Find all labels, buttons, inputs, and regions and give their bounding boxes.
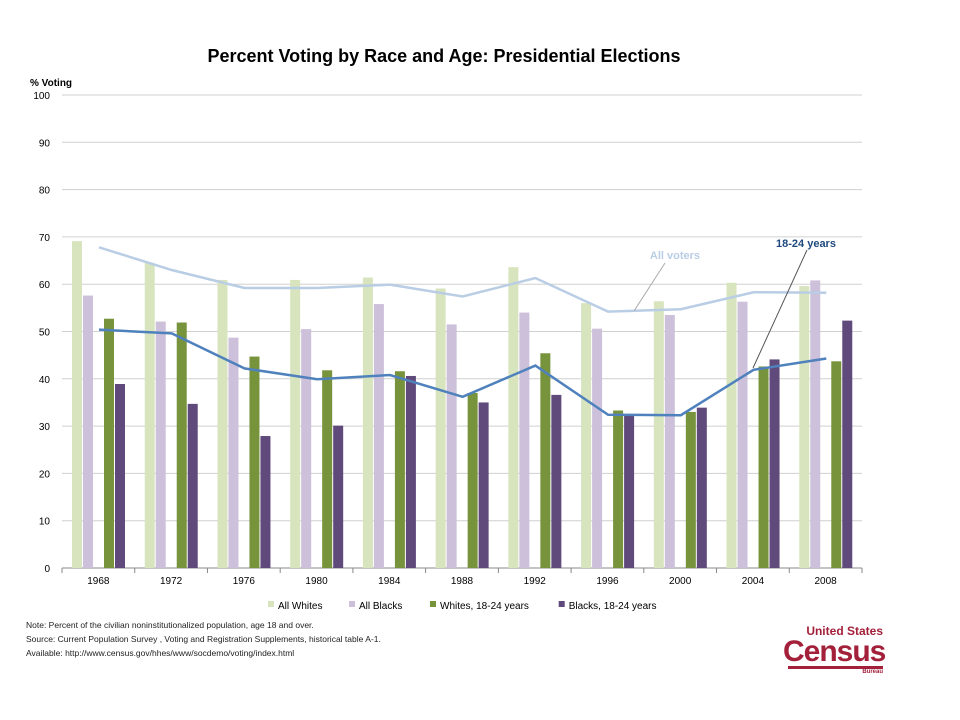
y-tick-label: 0 xyxy=(44,564,50,575)
x-tick-label: 1988 xyxy=(451,576,474,587)
y-tick-label: 30 xyxy=(39,422,51,433)
bar-all-blacks xyxy=(519,312,530,568)
bar-all-whites xyxy=(217,279,228,568)
legend-label: All Blacks xyxy=(359,601,402,612)
bar-blacks-18-24-years xyxy=(551,394,562,568)
bar-blacks-18-24-years xyxy=(842,320,853,568)
bar-whites-18-24-years xyxy=(758,366,769,568)
bar-whites-18-24-years xyxy=(394,371,405,568)
bar-all-blacks xyxy=(664,314,675,568)
y-tick-label: 20 xyxy=(39,469,51,480)
y-tick-label: 100 xyxy=(33,91,50,102)
x-tick-label: 2000 xyxy=(669,576,692,587)
bar-all-whites xyxy=(726,282,737,568)
bar-all-blacks xyxy=(810,280,821,568)
bar-blacks-18-24-years xyxy=(478,402,489,568)
line-all-voters xyxy=(98,246,827,313)
legend-swatch xyxy=(430,601,436,607)
legend-label: Whites, 18-24 years xyxy=(440,601,529,612)
bar-blacks-18-24-years xyxy=(115,384,125,568)
annotation-all-voters: All voters xyxy=(650,250,700,262)
bar-blacks-18-24-years xyxy=(187,403,198,568)
legend-swatch xyxy=(268,601,274,607)
logo-line2: Census xyxy=(783,635,886,668)
x-tick-label: 1972 xyxy=(160,576,183,587)
x-tick-label: 1984 xyxy=(378,576,401,587)
bar-whites-18-24-years xyxy=(831,361,842,568)
x-tick-label: 1996 xyxy=(596,576,619,587)
x-tick-label: 1968 xyxy=(87,576,110,587)
chart-title: Percent Voting by Race and Age: Presiden… xyxy=(207,46,680,66)
bar-whites-18-24-years xyxy=(613,410,624,568)
bar-all-whites xyxy=(799,286,810,568)
bar-all-whites xyxy=(72,241,82,569)
bar-all-whites xyxy=(653,301,664,568)
y-tick-label: 90 xyxy=(39,138,51,149)
bar-whites-18-24-years xyxy=(322,370,333,568)
y-tick-label: 80 xyxy=(39,186,51,197)
y-tick-label: 10 xyxy=(39,517,51,528)
annotation-leader xyxy=(752,249,808,369)
logo-line1: United States xyxy=(806,624,883,638)
bar-whites-18-24-years xyxy=(685,411,696,568)
y-tick-label: 70 xyxy=(39,233,51,244)
bar-all-whites xyxy=(144,262,155,568)
bar-blacks-18-24-years xyxy=(260,436,271,568)
bar-all-whites xyxy=(362,277,373,568)
y-tick-label: 40 xyxy=(39,375,51,386)
bar-all-blacks xyxy=(83,295,93,568)
bar-all-blacks xyxy=(592,328,603,568)
bar-blacks-18-24-years xyxy=(333,425,344,568)
available-line: Available: http://www.census.gov/hhes/ww… xyxy=(26,648,295,658)
bar-all-blacks xyxy=(373,304,384,568)
bar-all-whites xyxy=(508,267,519,568)
legend-swatch xyxy=(349,601,355,607)
bar-blacks-18-24-years xyxy=(624,414,635,568)
bar-all-blacks xyxy=(301,329,312,568)
bar-all-blacks xyxy=(737,301,748,568)
legend-label: Blacks, 18-24 years xyxy=(569,601,657,612)
bar-all-whites xyxy=(290,279,301,568)
bar-all-blacks xyxy=(228,337,239,568)
x-tick-label: 1992 xyxy=(524,576,547,587)
source-line: Source: Current Population Survey , Voti… xyxy=(26,634,381,644)
line-18-24-years xyxy=(98,328,827,417)
bar-all-whites xyxy=(581,303,592,568)
bar-whites-18-24-years xyxy=(467,392,478,568)
annotation-18-24: 18-24 years xyxy=(776,238,836,250)
x-tick-label: 2008 xyxy=(815,576,838,587)
legend-label: All Whites xyxy=(278,601,322,612)
bar-whites-18-24-years xyxy=(104,318,114,568)
bar-whites-18-24-years xyxy=(249,356,260,568)
logo-line3: Bureau xyxy=(788,666,883,675)
x-tick-label: 1980 xyxy=(305,576,328,587)
bar-all-whites xyxy=(435,288,446,568)
y-axis-label: % Voting xyxy=(30,78,72,89)
bar-all-blacks xyxy=(446,324,457,568)
x-tick-label: 1976 xyxy=(233,576,256,587)
bar-all-blacks xyxy=(155,321,166,568)
bar-whites-18-24-years xyxy=(540,353,551,568)
census-logo: United States Census Bureau xyxy=(783,624,886,675)
bar-blacks-18-24-years xyxy=(696,407,707,568)
bar-blacks-18-24-years xyxy=(769,359,780,568)
bar-blacks-18-24-years xyxy=(405,375,416,568)
x-tick-label: 2004 xyxy=(742,576,765,587)
y-tick-label: 50 xyxy=(39,328,51,339)
bar-whites-18-24-years xyxy=(176,322,187,568)
note-line: Note: Percent of the civilian noninstitu… xyxy=(26,620,314,630)
legend-swatch xyxy=(558,601,565,607)
y-tick-label: 60 xyxy=(39,280,51,291)
annotation-leader xyxy=(633,262,666,312)
